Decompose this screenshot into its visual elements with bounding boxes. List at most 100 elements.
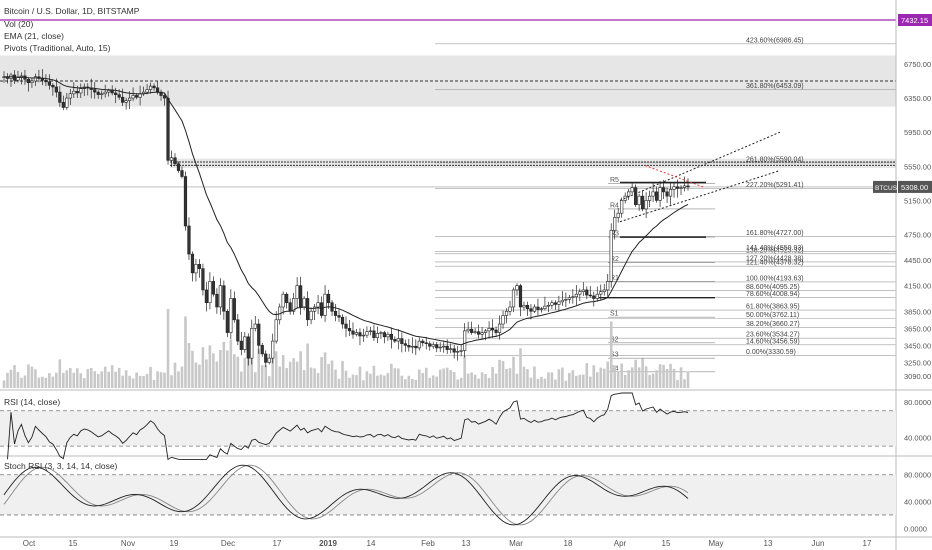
candle-body bbox=[299, 285, 303, 308]
volume-bar bbox=[96, 373, 100, 388]
candle-body bbox=[539, 308, 544, 310]
candle-body bbox=[504, 310, 509, 316]
volume-bar bbox=[564, 380, 568, 388]
candle-body bbox=[274, 319, 278, 342]
volume-bar bbox=[313, 368, 316, 388]
volume-bar bbox=[316, 373, 320, 388]
volume-bar bbox=[44, 377, 48, 388]
volume-bar bbox=[281, 355, 285, 388]
candle-body bbox=[620, 200, 624, 214]
volume-bar bbox=[2, 380, 6, 388]
candle-body bbox=[428, 343, 432, 347]
trend-drawings bbox=[619, 131, 781, 223]
volume-bar bbox=[424, 367, 428, 388]
volume-bar bbox=[512, 356, 515, 388]
volume-bar bbox=[554, 379, 557, 388]
candle-body bbox=[292, 298, 296, 312]
volume-bar bbox=[233, 354, 236, 388]
fib-label: 227.20%(5291.41) bbox=[746, 182, 804, 189]
volume-bar bbox=[658, 364, 662, 388]
candle-body bbox=[16, 77, 20, 81]
volume-bar bbox=[627, 370, 630, 388]
time-tick: 18 bbox=[564, 539, 573, 548]
volume-bar bbox=[128, 375, 131, 388]
candle-body bbox=[145, 89, 149, 93]
volume-bar bbox=[431, 375, 435, 388]
candle-body bbox=[574, 293, 578, 298]
candle-body bbox=[675, 186, 680, 189]
stoch-pane-label[interactable]: Stoch RSI (3, 3, 14, 14, close) bbox=[4, 461, 118, 471]
volume-bar bbox=[578, 374, 582, 388]
rsi-line bbox=[7, 392, 689, 461]
candle-body bbox=[183, 176, 188, 227]
volume-bar bbox=[114, 371, 117, 388]
volume-bar bbox=[163, 372, 166, 388]
indicator-vol-label[interactable]: Vol (20) bbox=[4, 19, 34, 29]
time-tick: 17 bbox=[863, 539, 872, 548]
volume-bar bbox=[526, 369, 529, 388]
volume-bar bbox=[435, 376, 439, 388]
volume-bar bbox=[648, 374, 651, 388]
volume-bar bbox=[166, 308, 170, 388]
volume-bar bbox=[58, 359, 62, 388]
volume-bar bbox=[672, 368, 676, 388]
candle-body bbox=[532, 306, 537, 312]
volume-bar bbox=[445, 367, 449, 388]
stoch-k-line bbox=[3, 464, 689, 526]
volume-bar bbox=[623, 374, 627, 388]
volume-bar bbox=[487, 377, 491, 388]
price-tick: 3250.00 bbox=[904, 358, 931, 367]
volume-bar bbox=[302, 370, 306, 388]
volume-bar bbox=[201, 347, 205, 388]
candle-body bbox=[658, 187, 662, 201]
candle-body bbox=[239, 340, 243, 350]
candle-body bbox=[312, 306, 317, 312]
volume-bar bbox=[557, 369, 561, 388]
price-tick: 4750.00 bbox=[904, 231, 931, 240]
candle-body bbox=[236, 319, 240, 342]
candle-body bbox=[319, 302, 324, 316]
volume-bar bbox=[156, 371, 159, 388]
candle-body bbox=[257, 323, 261, 346]
volume-bar bbox=[191, 350, 194, 388]
candle-body bbox=[110, 90, 114, 94]
candle-body bbox=[480, 332, 484, 335]
candle-body bbox=[599, 291, 603, 295]
candle-body bbox=[194, 264, 198, 274]
fib-label: 88.60%(4095.25) bbox=[746, 284, 800, 291]
candle-body bbox=[208, 281, 212, 304]
fib-label: 50.00%(3762.11) bbox=[746, 312, 799, 319]
candle-body bbox=[152, 85, 156, 89]
volume-bar bbox=[683, 379, 686, 388]
indicator-ema-label[interactable]: EMA (21, close) bbox=[4, 31, 64, 41]
candle-body bbox=[100, 93, 104, 95]
candle-body bbox=[365, 331, 369, 336]
volume-bar bbox=[278, 366, 281, 388]
volume-bar bbox=[264, 364, 268, 388]
volume-bar bbox=[606, 361, 610, 388]
volume-bar bbox=[473, 374, 477, 388]
volume-bar bbox=[51, 376, 55, 388]
pivot-label: R4 bbox=[610, 202, 619, 209]
candle-body bbox=[431, 344, 435, 347]
volume-bar bbox=[365, 371, 369, 388]
candle-body bbox=[148, 85, 153, 90]
candle-body bbox=[344, 323, 348, 329]
rsi-pane-label[interactable]: RSI (14, close) bbox=[4, 397, 61, 407]
candle-body bbox=[33, 76, 38, 82]
indicator-pivots-label[interactable]: Pivots (Traditional, Auto, 15) bbox=[4, 43, 111, 53]
fib-label: 0.00%(3330.59) bbox=[746, 349, 796, 356]
volume-bar bbox=[390, 363, 393, 388]
time-tick: Dec bbox=[221, 539, 235, 548]
volume-bar bbox=[428, 377, 432, 388]
volume-bar bbox=[65, 370, 69, 388]
volume-bar bbox=[575, 375, 578, 388]
candle-body bbox=[121, 96, 125, 103]
candle-body bbox=[354, 332, 359, 335]
ascending-channel-top bbox=[619, 131, 781, 201]
volume-bar bbox=[6, 372, 9, 388]
candle-body bbox=[260, 345, 264, 355]
candle-body bbox=[595, 293, 599, 299]
symbol-title[interactable]: Bitcoin / U.S. Dollar, 1D, BITSTAMP bbox=[4, 6, 140, 16]
